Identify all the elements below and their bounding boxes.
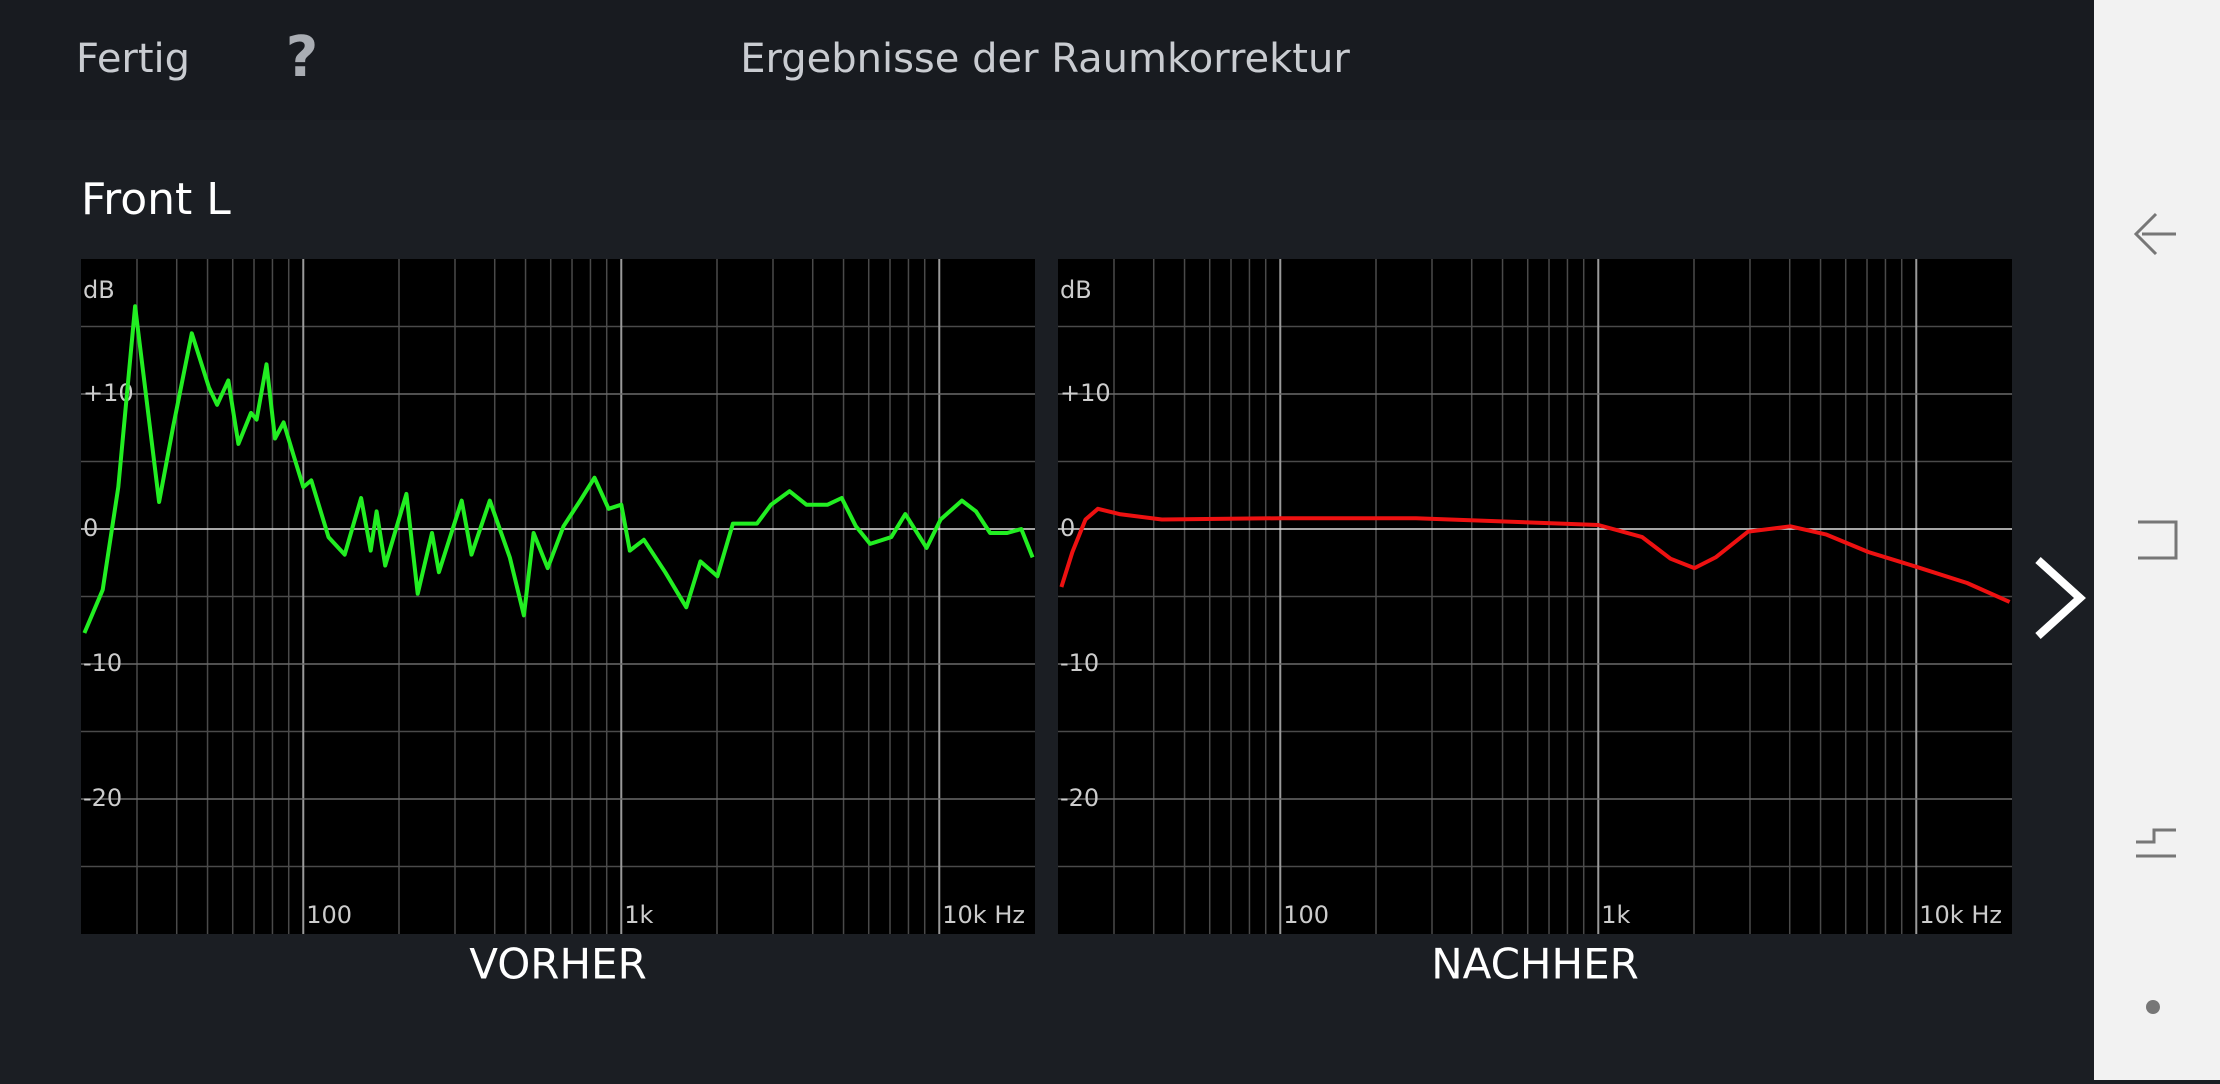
y-tick-label: 0	[1060, 514, 1075, 542]
y-tick-label: +10	[1060, 379, 1111, 407]
y-tick-label: -10	[1060, 649, 1099, 677]
home-button[interactable]	[2136, 828, 2176, 858]
nav-bar	[2094, 0, 2220, 1080]
y-tick-label: 0	[83, 514, 98, 542]
chart-caption: NACHHER	[1431, 940, 1639, 989]
assist-button[interactable]	[2146, 1000, 2160, 1014]
x-tick-label: 100	[1283, 901, 1329, 929]
y-axis-label: dB	[83, 276, 115, 304]
response-curve	[82, 304, 1035, 634]
app-bar	[0, 0, 2094, 120]
y-tick-label: -20	[1060, 784, 1099, 812]
recents-button[interactable]	[2138, 520, 2178, 560]
y-axis-label: dB	[1060, 276, 1092, 304]
response-curve	[1059, 506, 2011, 604]
y-tick-label: -20	[83, 784, 122, 812]
help-button[interactable]: ?	[286, 25, 318, 90]
x-tick-label: 10k Hz	[942, 901, 1025, 929]
done-button[interactable]: Fertig	[76, 36, 190, 82]
page-title: Ergebnisse der Raumkorrektur	[740, 36, 1350, 82]
y-tick-label: -10	[83, 649, 122, 677]
x-tick-label: 1k	[1601, 901, 1630, 929]
chart-caption: VORHER	[469, 940, 647, 989]
x-tick-label: 1k	[624, 901, 653, 929]
x-tick-label: 10k Hz	[1919, 901, 2002, 929]
section-title: Front L	[81, 174, 231, 225]
x-tick-label: 100	[306, 901, 352, 929]
next-button[interactable]	[2035, 557, 2086, 639]
back-button[interactable]	[2133, 212, 2176, 256]
